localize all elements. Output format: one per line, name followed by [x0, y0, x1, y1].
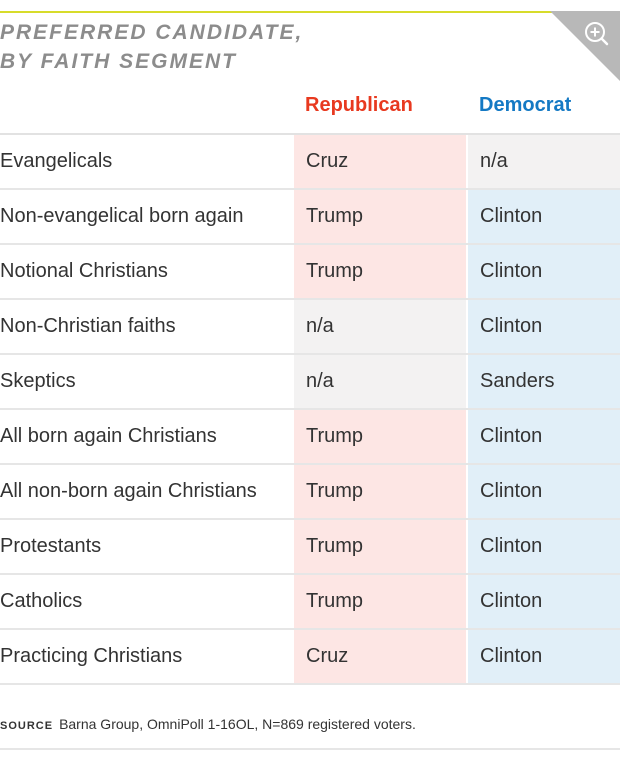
segment-cell: Catholics	[0, 574, 293, 630]
republican-cell: Cruz	[292, 629, 467, 685]
segment-cell: Notional Christians	[0, 244, 293, 300]
republican-cell: n/a	[292, 354, 467, 410]
header-row: Republican Democrat	[0, 78, 620, 135]
republican-cell: Trump	[292, 574, 467, 630]
republican-cell: Trump	[292, 464, 467, 520]
republican-cell: Cruz	[292, 134, 467, 190]
bottom-rule	[0, 748, 620, 750]
republican-cell: Trump	[292, 244, 467, 300]
republican-cell: n/a	[292, 299, 467, 355]
democrat-cell: Clinton	[466, 244, 620, 300]
chart-title: PREFERRED CANDIDATE, BY FAITH SEGMENT	[0, 18, 303, 76]
header-segment	[0, 78, 293, 135]
table-row: Skeptics n/a Sanders	[0, 354, 620, 410]
accent-rule	[0, 11, 552, 13]
democrat-cell: Clinton	[466, 464, 620, 520]
table-row: Notional Christians Trump Clinton	[0, 244, 620, 300]
segment-cell: All born again Christians	[0, 409, 293, 465]
democrat-cell: Clinton	[466, 574, 620, 630]
segment-cell: Non-evangelical born again	[0, 189, 293, 245]
candidate-table: Republican Democrat Evangelicals Cruz n/a N…	[0, 78, 620, 685]
democrat-cell: Sanders	[466, 354, 620, 410]
zoom-button[interactable]	[550, 11, 620, 81]
democrat-cell: Clinton	[466, 629, 620, 685]
table-row: Non-Christian faiths n/a Clinton	[0, 299, 620, 355]
table-row: Practicing Christians Cruz Clinton	[0, 629, 620, 685]
democrat-cell: Clinton	[466, 189, 620, 245]
segment-cell: Evangelicals	[0, 134, 293, 190]
table-body: Evangelicals Cruz n/a Non-evangelical born …	[0, 134, 620, 685]
zoom-in-icon	[550, 11, 620, 81]
table-row: Non-evangelical born again Trump Clinton	[0, 189, 620, 245]
table-row: All non-born again Christians Trump Clinto…	[0, 464, 620, 520]
segment-cell: Non-Christian faiths	[0, 299, 293, 355]
segment-cell: Protestants	[0, 519, 293, 575]
segment-cell: Skeptics	[0, 354, 293, 410]
chart-title-line-2: BY FAITH SEGMENT	[0, 50, 237, 73]
source-text: Barna Group, OmniPoll 1-16OL, N=869 regi…	[59, 716, 416, 732]
source-label: SOURCE	[0, 720, 54, 732]
header-democrat: Democrat	[467, 78, 620, 135]
republican-cell: Trump	[292, 519, 467, 575]
header-republican: Republican	[293, 78, 467, 135]
republican-cell: Trump	[292, 409, 467, 465]
table-row: Evangelicals Cruz n/a	[0, 134, 620, 190]
table-row: All born again Christians Trump Clinton	[0, 409, 620, 465]
republican-cell: Trump	[292, 189, 467, 245]
chart-title-line-1: PREFERRED CANDIDATE,	[0, 21, 304, 44]
democrat-cell: Clinton	[466, 409, 620, 465]
democrat-cell: Clinton	[466, 299, 620, 355]
democrat-cell: n/a	[466, 134, 620, 190]
table-row: Protestants Trump Clinton	[0, 519, 620, 575]
segment-cell: All non-born again Christians	[0, 464, 293, 520]
segment-cell: Practicing Christians	[0, 629, 293, 685]
table-row: Catholics Trump Clinton	[0, 574, 620, 630]
democrat-cell: Clinton	[466, 519, 620, 575]
source-note: SOURCE Barna Group, OmniPoll 1-16OL, N=86…	[0, 716, 416, 732]
